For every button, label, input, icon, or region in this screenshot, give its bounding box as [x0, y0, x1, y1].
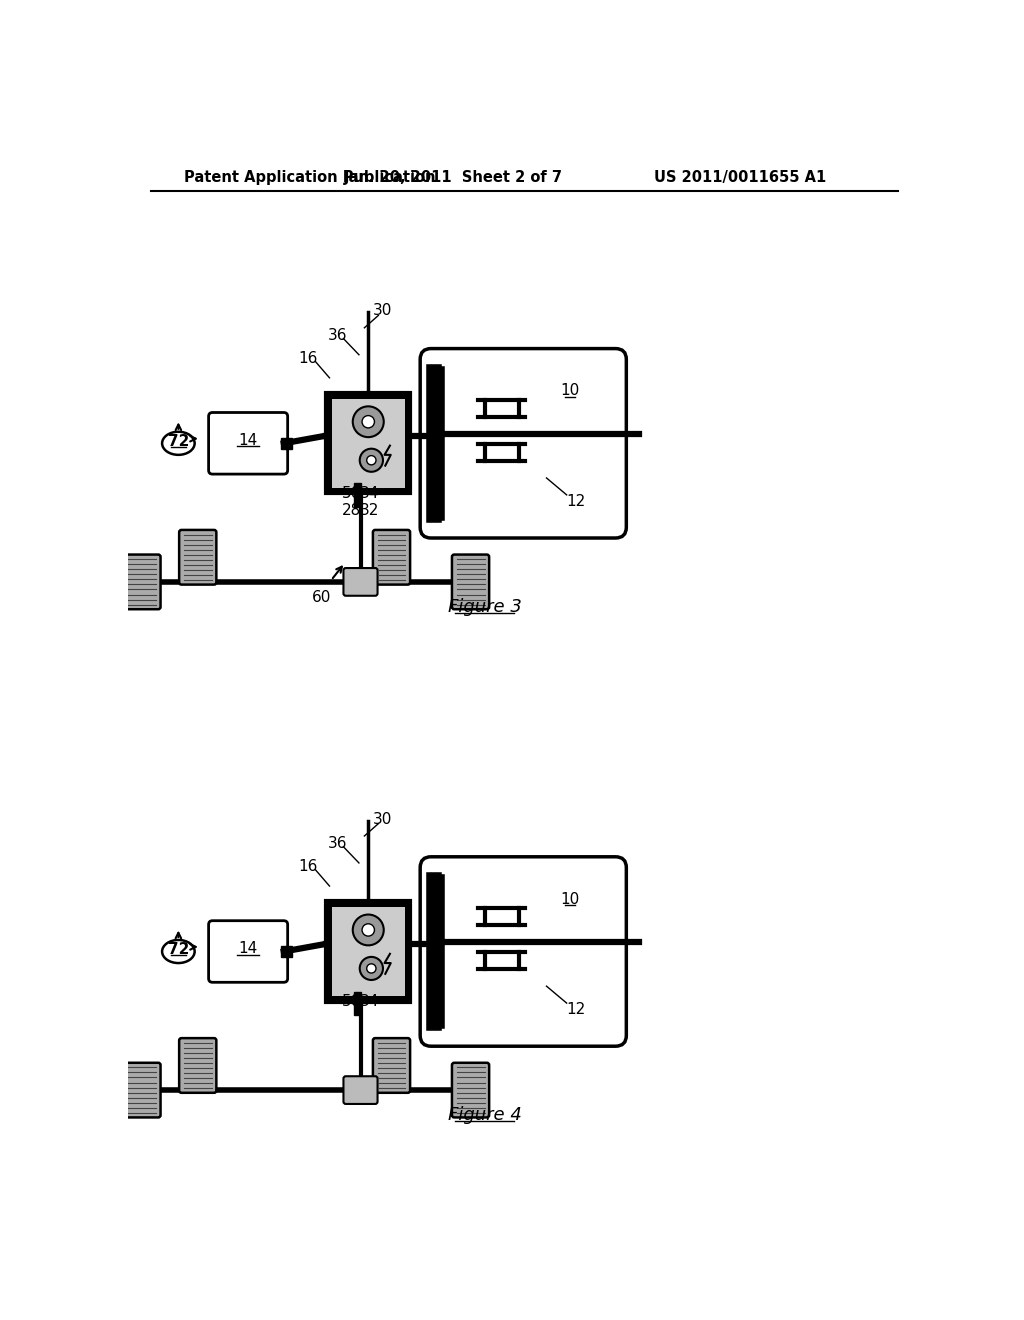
- Bar: [286, 438, 292, 449]
- Text: 34: 34: [360, 486, 380, 500]
- FancyBboxPatch shape: [452, 1063, 489, 1118]
- Text: 12: 12: [566, 494, 586, 508]
- FancyBboxPatch shape: [209, 412, 288, 474]
- Text: 50: 50: [342, 486, 360, 500]
- Text: 14: 14: [239, 941, 258, 956]
- Bar: [332, 907, 404, 997]
- Bar: [282, 946, 287, 957]
- Text: 72: 72: [168, 942, 189, 957]
- Text: Figure 3: Figure 3: [447, 598, 521, 615]
- FancyBboxPatch shape: [452, 554, 489, 610]
- Text: Patent Application Publication: Patent Application Publication: [183, 170, 435, 185]
- Circle shape: [367, 455, 376, 465]
- FancyBboxPatch shape: [373, 529, 410, 585]
- Bar: [286, 946, 292, 957]
- Text: 50: 50: [342, 994, 360, 1008]
- Bar: [353, 483, 361, 496]
- Text: 16: 16: [298, 859, 317, 874]
- Text: 10: 10: [560, 891, 580, 907]
- Text: 28: 28: [342, 503, 360, 517]
- Circle shape: [362, 416, 375, 428]
- Text: 34: 34: [360, 994, 380, 1008]
- Bar: [353, 991, 361, 1003]
- Text: Jan. 20, 2011  Sheet 2 of 7: Jan. 20, 2011 Sheet 2 of 7: [344, 170, 563, 185]
- Bar: [282, 438, 287, 449]
- FancyBboxPatch shape: [123, 554, 161, 610]
- Text: 12: 12: [566, 1002, 586, 1016]
- Ellipse shape: [162, 432, 195, 455]
- FancyBboxPatch shape: [343, 1076, 378, 1104]
- Bar: [353, 1003, 361, 1015]
- Circle shape: [367, 964, 376, 973]
- Text: 36: 36: [328, 327, 347, 343]
- FancyBboxPatch shape: [179, 529, 216, 585]
- Bar: [327, 393, 410, 494]
- Text: 16: 16: [298, 351, 317, 366]
- Text: 32: 32: [360, 503, 380, 517]
- Bar: [327, 902, 410, 1002]
- Ellipse shape: [162, 940, 195, 964]
- Text: 60: 60: [312, 590, 332, 605]
- Circle shape: [352, 407, 384, 437]
- FancyBboxPatch shape: [420, 857, 627, 1047]
- Circle shape: [359, 449, 383, 471]
- Text: 36: 36: [328, 836, 347, 851]
- Text: US 2011/0011655 A1: US 2011/0011655 A1: [654, 170, 826, 185]
- FancyBboxPatch shape: [179, 1038, 216, 1093]
- FancyBboxPatch shape: [209, 921, 288, 982]
- Bar: [353, 495, 361, 507]
- FancyBboxPatch shape: [123, 1063, 161, 1118]
- Circle shape: [362, 924, 375, 936]
- Circle shape: [352, 915, 384, 945]
- FancyBboxPatch shape: [343, 568, 378, 595]
- FancyBboxPatch shape: [373, 1038, 410, 1093]
- Text: 72: 72: [168, 434, 189, 449]
- Text: 30: 30: [373, 304, 392, 318]
- Circle shape: [359, 957, 383, 979]
- Text: 10: 10: [560, 383, 580, 399]
- FancyBboxPatch shape: [420, 348, 627, 539]
- Text: 14: 14: [239, 433, 258, 447]
- Bar: [332, 399, 404, 488]
- Text: 30: 30: [373, 812, 392, 826]
- Text: Figure 4: Figure 4: [447, 1106, 521, 1123]
